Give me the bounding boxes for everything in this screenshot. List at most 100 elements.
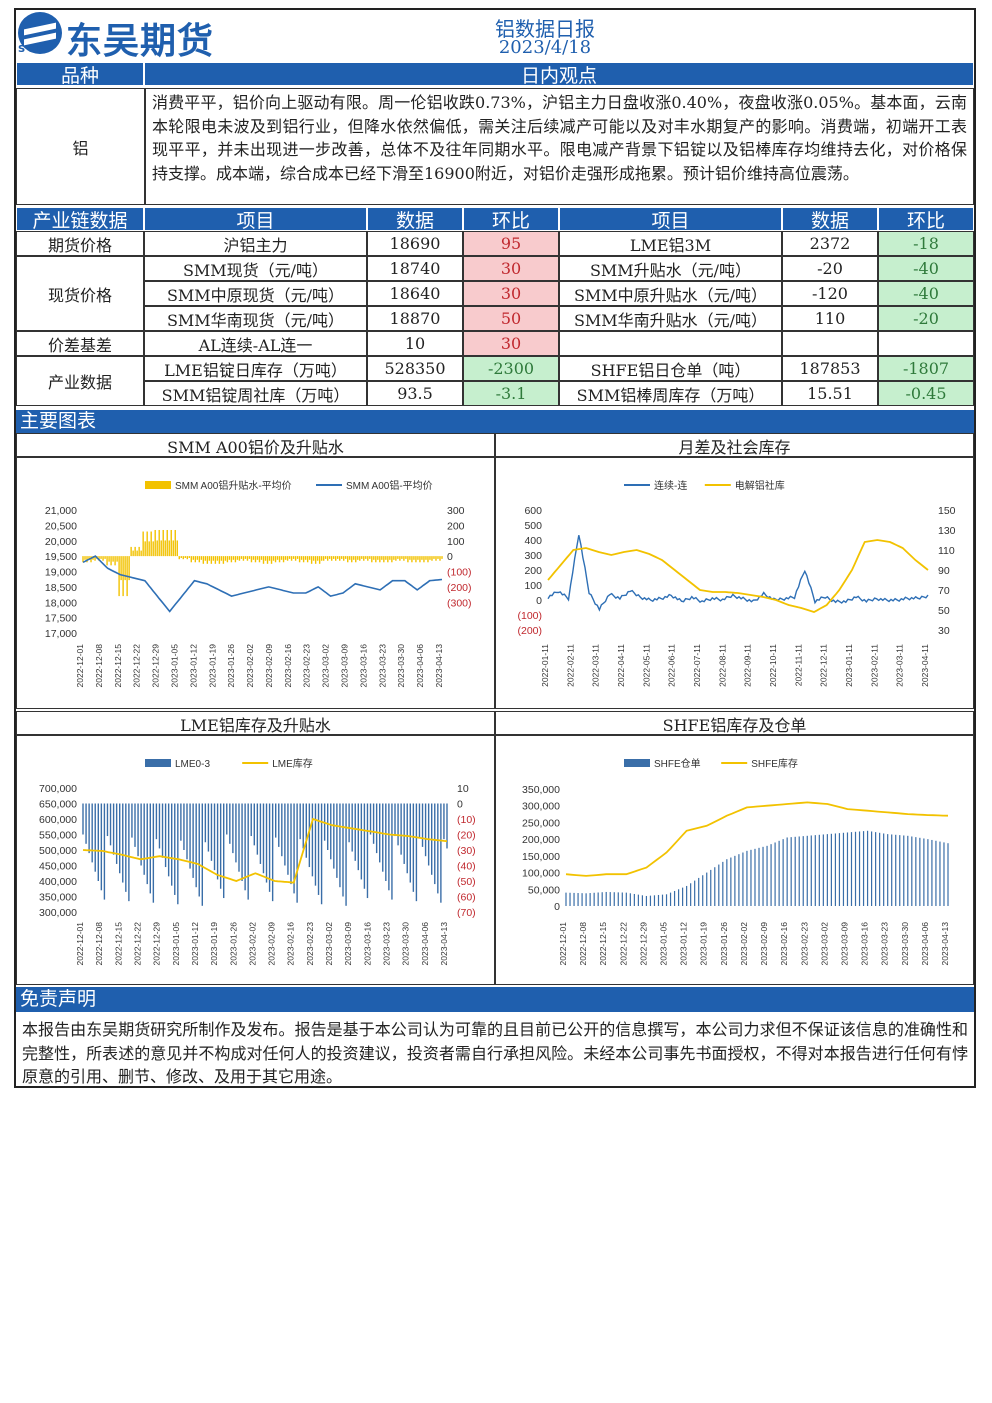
table-cell: 10 (367, 331, 463, 356)
lme-spread-bar (213, 803, 216, 871)
y-tick-label: (60) (457, 892, 476, 904)
lme-spread-bar (223, 803, 225, 899)
lme-spread-bar (262, 803, 265, 874)
legend-label: SMM A00铝升贴水-平均价 (175, 479, 292, 492)
warrant-bar (742, 852, 744, 906)
chart-smm-a00-svg: SMM A00铝升贴水-平均价 SMM A00铝-平均价 21,000 20,500 2… (45, 479, 472, 688)
y-tick-label: (200) (517, 625, 542, 637)
lme-spread-bar (339, 803, 341, 888)
lme-spread-bar (363, 803, 366, 889)
x-tick-label: 2022-08-11 (717, 644, 727, 687)
y-tick-label: (40) (457, 861, 476, 873)
y-tick-label: 50 (938, 605, 950, 617)
premium-bar (214, 556, 217, 564)
x-tick-label: 2022-12-29 (638, 922, 648, 966)
lme-spread-bar (333, 803, 335, 869)
x-tick-label: 2023-01-19 (207, 644, 217, 688)
premium-bar (425, 556, 427, 560)
warrant-bar (661, 894, 664, 906)
premium-bar (224, 556, 227, 561)
lme-spread-bar (226, 803, 228, 835)
y-tick-label: 100,000 (522, 868, 560, 880)
premium-bar (371, 556, 373, 563)
premium-bar (335, 556, 337, 561)
premium-bar (389, 556, 391, 560)
variety-label: 铝 (16, 88, 145, 205)
lme-spread-bar (437, 803, 439, 894)
y-tick-label: 600,000 (39, 814, 77, 826)
lme-spread-bar (192, 803, 194, 878)
premium-bar (328, 556, 331, 559)
premium-bar (373, 556, 375, 560)
warrant-bar (911, 836, 913, 906)
x-tick-label: 2023-04-11 (920, 644, 930, 687)
lme-spread-bar (348, 803, 350, 843)
table-cell: 30 (463, 256, 559, 281)
chart-title: LME铝库存及升贴水 (17, 712, 494, 736)
warrant-bar (931, 839, 933, 906)
table-cell: 528350 (367, 356, 463, 381)
lme-spread-bar (94, 803, 96, 872)
premium-bar (182, 556, 184, 560)
premium-bar (393, 556, 395, 560)
premium-bar (318, 556, 321, 564)
premium-bar (170, 529, 172, 557)
lme-spread-bar (204, 803, 207, 843)
x-tick-label: 2023-01-19 (699, 922, 709, 966)
warrant-bar (726, 859, 728, 906)
lme-spread-bar (330, 803, 332, 860)
premium-bar (148, 541, 150, 557)
table-header-cell: 数据 (367, 207, 463, 232)
premium-bar (302, 556, 305, 563)
lme-spread-bar (443, 803, 445, 840)
lme-spread-bar (207, 803, 210, 852)
chart-title: 月差及社会库存 (496, 434, 973, 458)
lme-spread-bar (290, 803, 292, 885)
lme-spread-bar (155, 803, 158, 840)
y-tick-label: 110 (938, 545, 955, 557)
warrant-bar (589, 893, 591, 906)
warrant-bar (786, 837, 788, 906)
premium-bar (351, 556, 353, 563)
table-cell: 18870 (367, 306, 463, 331)
lme-spread-bar (171, 803, 173, 886)
y-tick-label: 550,000 (39, 830, 77, 842)
warrant-bar (625, 892, 627, 906)
y-tick-label: (100) (447, 567, 472, 579)
spread-line (547, 535, 929, 612)
lme-spread-bar (158, 803, 161, 849)
legend-label: LME库存 (272, 757, 313, 770)
table-cell (782, 331, 878, 356)
table-cell: 15.51 (782, 381, 878, 406)
warrant-bar (714, 867, 716, 906)
premium-bar (429, 556, 431, 560)
premium-bar (174, 529, 176, 557)
chart-smm-a00: SMM A00铝价及升贴水 SMM A00铝升贴水-平均价 SMM A00铝-平均… (16, 433, 495, 709)
premium-bar (250, 556, 253, 563)
y-tick-label: 300 (447, 505, 465, 517)
y-tick-label: 150,000 (522, 851, 560, 863)
table-cell: SMM中原现货（元/吨） (144, 281, 367, 306)
premium-bar (210, 556, 213, 564)
y-tick-label: 20,500 (45, 520, 77, 532)
table-cell: 50 (463, 306, 559, 331)
legend-label: SMM A00铝-平均价 (346, 480, 433, 492)
warrant-bar (694, 880, 696, 906)
warrant-bar (734, 855, 736, 906)
premium-bar (288, 556, 291, 559)
y-tick-label: 17,000 (45, 628, 77, 640)
warrant-bar (923, 838, 925, 906)
warrant-bar (871, 831, 873, 906)
x-tick-label: 2023-04-13 (434, 644, 444, 688)
warrant-bar (818, 834, 820, 906)
premium-bar (435, 556, 437, 561)
premium-bar (118, 556, 120, 597)
warrant-bar (690, 883, 692, 906)
premium-bar (341, 556, 343, 559)
company-logo-icon (18, 12, 62, 54)
lme-spread-bar (256, 803, 259, 855)
y-tick-label: 18,000 (45, 597, 77, 609)
premium-bar (258, 556, 261, 563)
premium-bar (234, 556, 237, 563)
warrant-bar (758, 847, 760, 906)
